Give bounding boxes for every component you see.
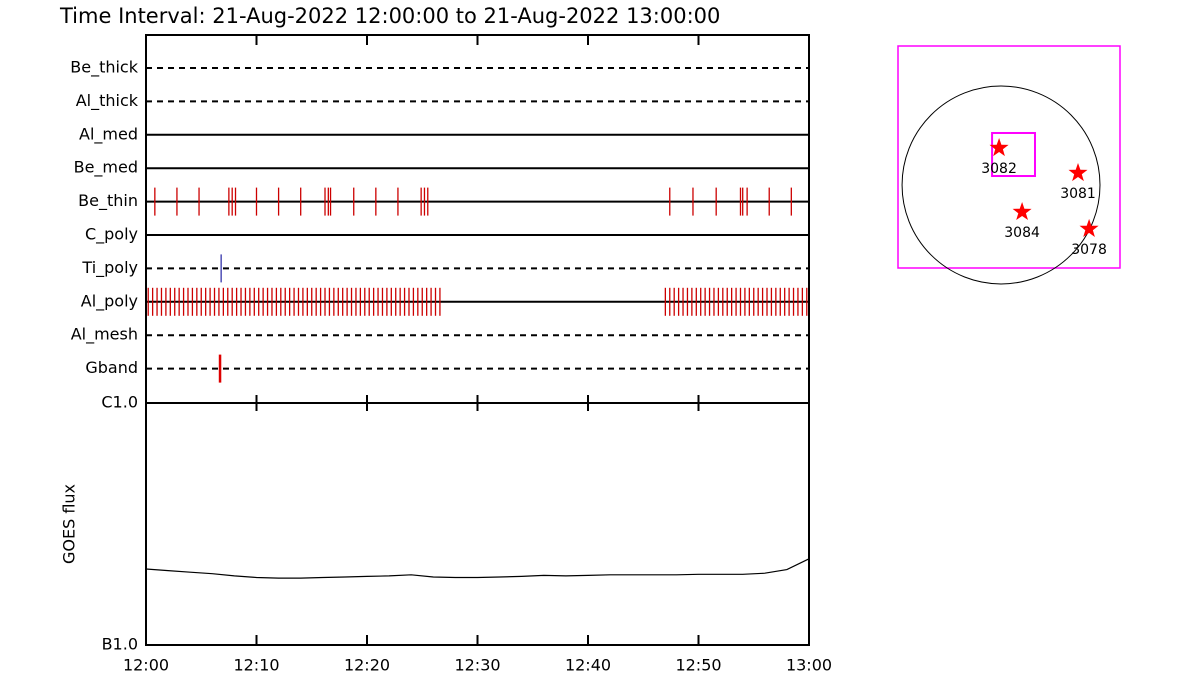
solar-limb: [901, 85, 1101, 285]
fov-box: [991, 131, 1036, 178]
x-tick-label: 12:20: [344, 656, 390, 675]
x-tick-label: 12:50: [675, 656, 721, 675]
y-axis-label: GOES flux: [60, 484, 79, 564]
row-label: Be_thin: [78, 191, 138, 211]
chart-title: Time Interval: 21-Aug-2022 12:00:00 to 2…: [59, 4, 720, 28]
row-label: Al_thick: [76, 91, 139, 111]
row-label: Al_med: [79, 124, 138, 144]
row-label: Be_thick: [70, 58, 138, 78]
y-tick-label: C1.0: [101, 393, 138, 412]
region-label: 3078: [1071, 242, 1107, 258]
timeline-frame: [145, 34, 810, 404]
x-tick-label: 13:00: [786, 656, 832, 675]
region-label: 3084: [1004, 225, 1040, 241]
x-tick-label: 12:40: [565, 656, 611, 675]
x-tick-label: 12:10: [233, 656, 279, 675]
goes-frame: [145, 402, 810, 646]
x-tick-label: 12:00: [123, 656, 169, 675]
region-label: 3081: [1060, 186, 1096, 202]
row-label: Al_poly: [81, 291, 138, 311]
row-label: Be_med: [74, 158, 138, 178]
row-label: Al_mesh: [71, 325, 138, 345]
map-frame: [897, 45, 1121, 269]
region-star: [1012, 202, 1032, 220]
region-star: [1068, 163, 1088, 182]
region-star: [1079, 218, 1099, 237]
row-label: C_poly: [85, 225, 138, 245]
y-tick-label: B1.0: [102, 635, 138, 654]
row-label: Gband: [85, 358, 138, 377]
region-label: 3082: [981, 161, 1017, 177]
row-label: Ti_poly: [81, 258, 138, 278]
region-star: [989, 138, 1009, 157]
goes-line: [145, 558, 810, 579]
x-tick-label: 12:30: [454, 656, 500, 675]
